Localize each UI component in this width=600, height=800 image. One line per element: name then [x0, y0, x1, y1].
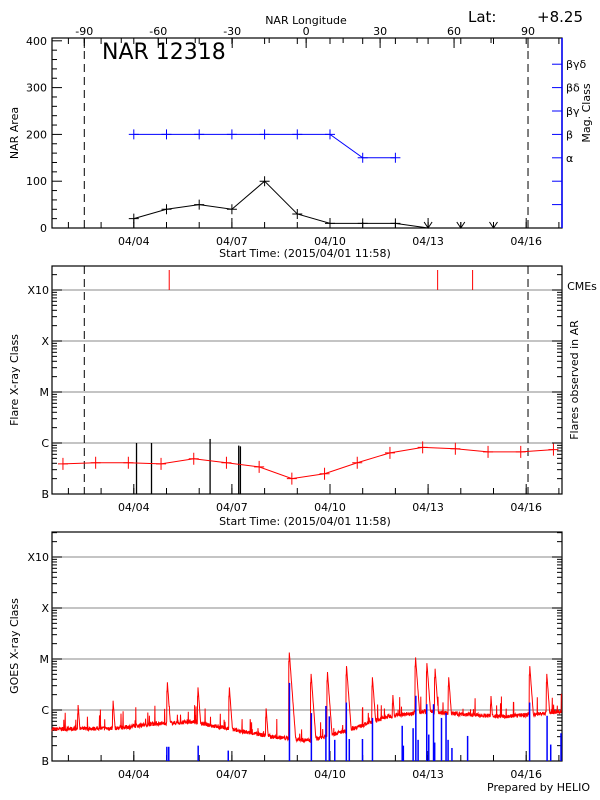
y-tick-label: B — [41, 755, 49, 768]
y-tick-label: C — [41, 704, 49, 717]
mag-class-point — [390, 152, 401, 163]
nar-area-point — [161, 204, 172, 215]
nar-area-point — [194, 199, 205, 210]
nar-area-point — [324, 218, 335, 229]
mag-class-point — [259, 129, 270, 140]
goes-long-channel-line — [51, 652, 562, 744]
flare-panel-frame — [51, 265, 563, 495]
x-tick-label: 04/04 — [118, 501, 150, 514]
nar-area-point — [456, 221, 466, 229]
background-flux-point — [352, 456, 363, 469]
right-axis-title: Flares observed in AR — [568, 320, 581, 440]
y-tick-label: X — [41, 335, 49, 348]
x-tick-label: 04/07 — [216, 501, 248, 514]
x-axis-title: Start Time: (2015/04/01 11:58) — [219, 247, 391, 260]
mag-class-tick-label: α — [566, 152, 573, 165]
mag-class-point — [194, 129, 205, 140]
x-tick-label: 04/16 — [510, 768, 542, 781]
mag-class-point — [357, 152, 368, 163]
y-axis-title: GOES X-ray Class — [8, 598, 21, 694]
nar-area-point — [390, 218, 401, 229]
background-flux-point — [286, 472, 297, 485]
nar-area-point — [292, 208, 303, 219]
background-flux-point — [90, 456, 101, 469]
nar-area-point — [489, 221, 498, 229]
mag-class-tick-label: βγδ — [566, 58, 587, 71]
x-axis-title: Start Time: (2015/04/01 11:58) — [219, 515, 391, 528]
background-flux-point — [450, 442, 461, 455]
background-flux-point — [319, 467, 330, 480]
y-axis-title: Flare X-ray Class — [8, 334, 21, 426]
longitude-tick-label: -30 — [223, 25, 241, 38]
x-tick-label: 04/10 — [314, 235, 346, 248]
nar-area-point — [128, 213, 139, 224]
nar-area-point — [259, 176, 270, 187]
nar-panel-frame — [51, 37, 563, 229]
y-tick-label: X10 — [27, 284, 49, 297]
cme-label: CMEs — [567, 280, 597, 293]
y-tick-label: C — [41, 437, 49, 450]
x-tick-label: 04/04 — [118, 768, 150, 781]
x-tick-label: 04/13 — [412, 768, 444, 781]
x-tick-label: 04/13 — [412, 235, 444, 248]
x-tick-label: 04/07 — [216, 768, 248, 781]
nar-area-line — [133, 180, 494, 229]
longitude-tick-label: 90 — [521, 25, 535, 38]
y-tick-label: X — [41, 602, 49, 615]
longitude-tick-label: 30 — [373, 25, 387, 38]
x-tick-label: 04/16 — [510, 501, 542, 514]
x-tick-label: 04/04 — [118, 235, 150, 248]
background-flux-point — [57, 457, 68, 470]
background-flux-point — [483, 445, 494, 458]
y-tick-label: 400 — [26, 35, 47, 48]
mag-class-tick-label: βγ — [566, 105, 580, 118]
x-tick-label: 04/07 — [216, 235, 248, 248]
mag-class-point — [161, 129, 172, 140]
nar-area-point — [423, 221, 433, 229]
longitude-tick-label: -60 — [149, 25, 167, 38]
mag-class-point — [128, 129, 139, 140]
x-tick-label: 04/16 — [510, 235, 542, 248]
background-flux-point — [221, 456, 232, 469]
lat-label: Lat: — [468, 8, 496, 26]
y-tick-label: 100 — [26, 175, 47, 188]
prepared-by-label: Prepared by HELIO — [487, 781, 590, 794]
background-flux-point — [548, 443, 559, 456]
background-flux-point — [254, 460, 265, 473]
y-tick-label: X10 — [27, 551, 49, 564]
x-tick-label: 04/10 — [314, 768, 346, 781]
longitude-tick-label: 0 — [303, 25, 310, 38]
x-tick-label: 04/13 — [412, 501, 444, 514]
longitude-tick-label: -90 — [75, 25, 93, 38]
mag-class-point — [324, 129, 335, 140]
y-tick-label: M — [40, 653, 50, 666]
y-axis-title: NAR Area — [8, 107, 21, 159]
y-tick-label: M — [40, 386, 50, 399]
x-tick-label: 04/10 — [314, 501, 346, 514]
background-flux-point — [417, 441, 428, 454]
background-flux-point — [156, 457, 167, 470]
lat-value: +8.25 — [537, 8, 583, 26]
mag-class-point — [226, 129, 237, 140]
background-flux-point — [123, 456, 134, 469]
background-flux-point — [515, 445, 526, 458]
y-tick-label: 300 — [26, 82, 47, 95]
longitude-tick-label: 60 — [447, 25, 461, 38]
mag-class-point — [292, 129, 303, 140]
region-title: NAR 12318 — [102, 40, 226, 65]
mag-class-tick-label: β — [566, 128, 573, 141]
y-tick-label: 200 — [26, 128, 47, 141]
y-tick-label: 0 — [40, 222, 47, 235]
top-axis-title: NAR Longitude — [265, 14, 347, 27]
background-flux-point — [188, 452, 199, 465]
right-axis-title: Mag. Class — [580, 83, 593, 142]
nar-area-point — [226, 204, 237, 215]
background-flux-line — [62, 446, 554, 480]
y-tick-label: B — [41, 488, 49, 501]
mag-class-tick-label: βδ — [566, 82, 580, 95]
goes-panel-frame — [51, 531, 563, 762]
nar-area-point — [357, 218, 368, 229]
background-flux-point — [384, 446, 395, 459]
